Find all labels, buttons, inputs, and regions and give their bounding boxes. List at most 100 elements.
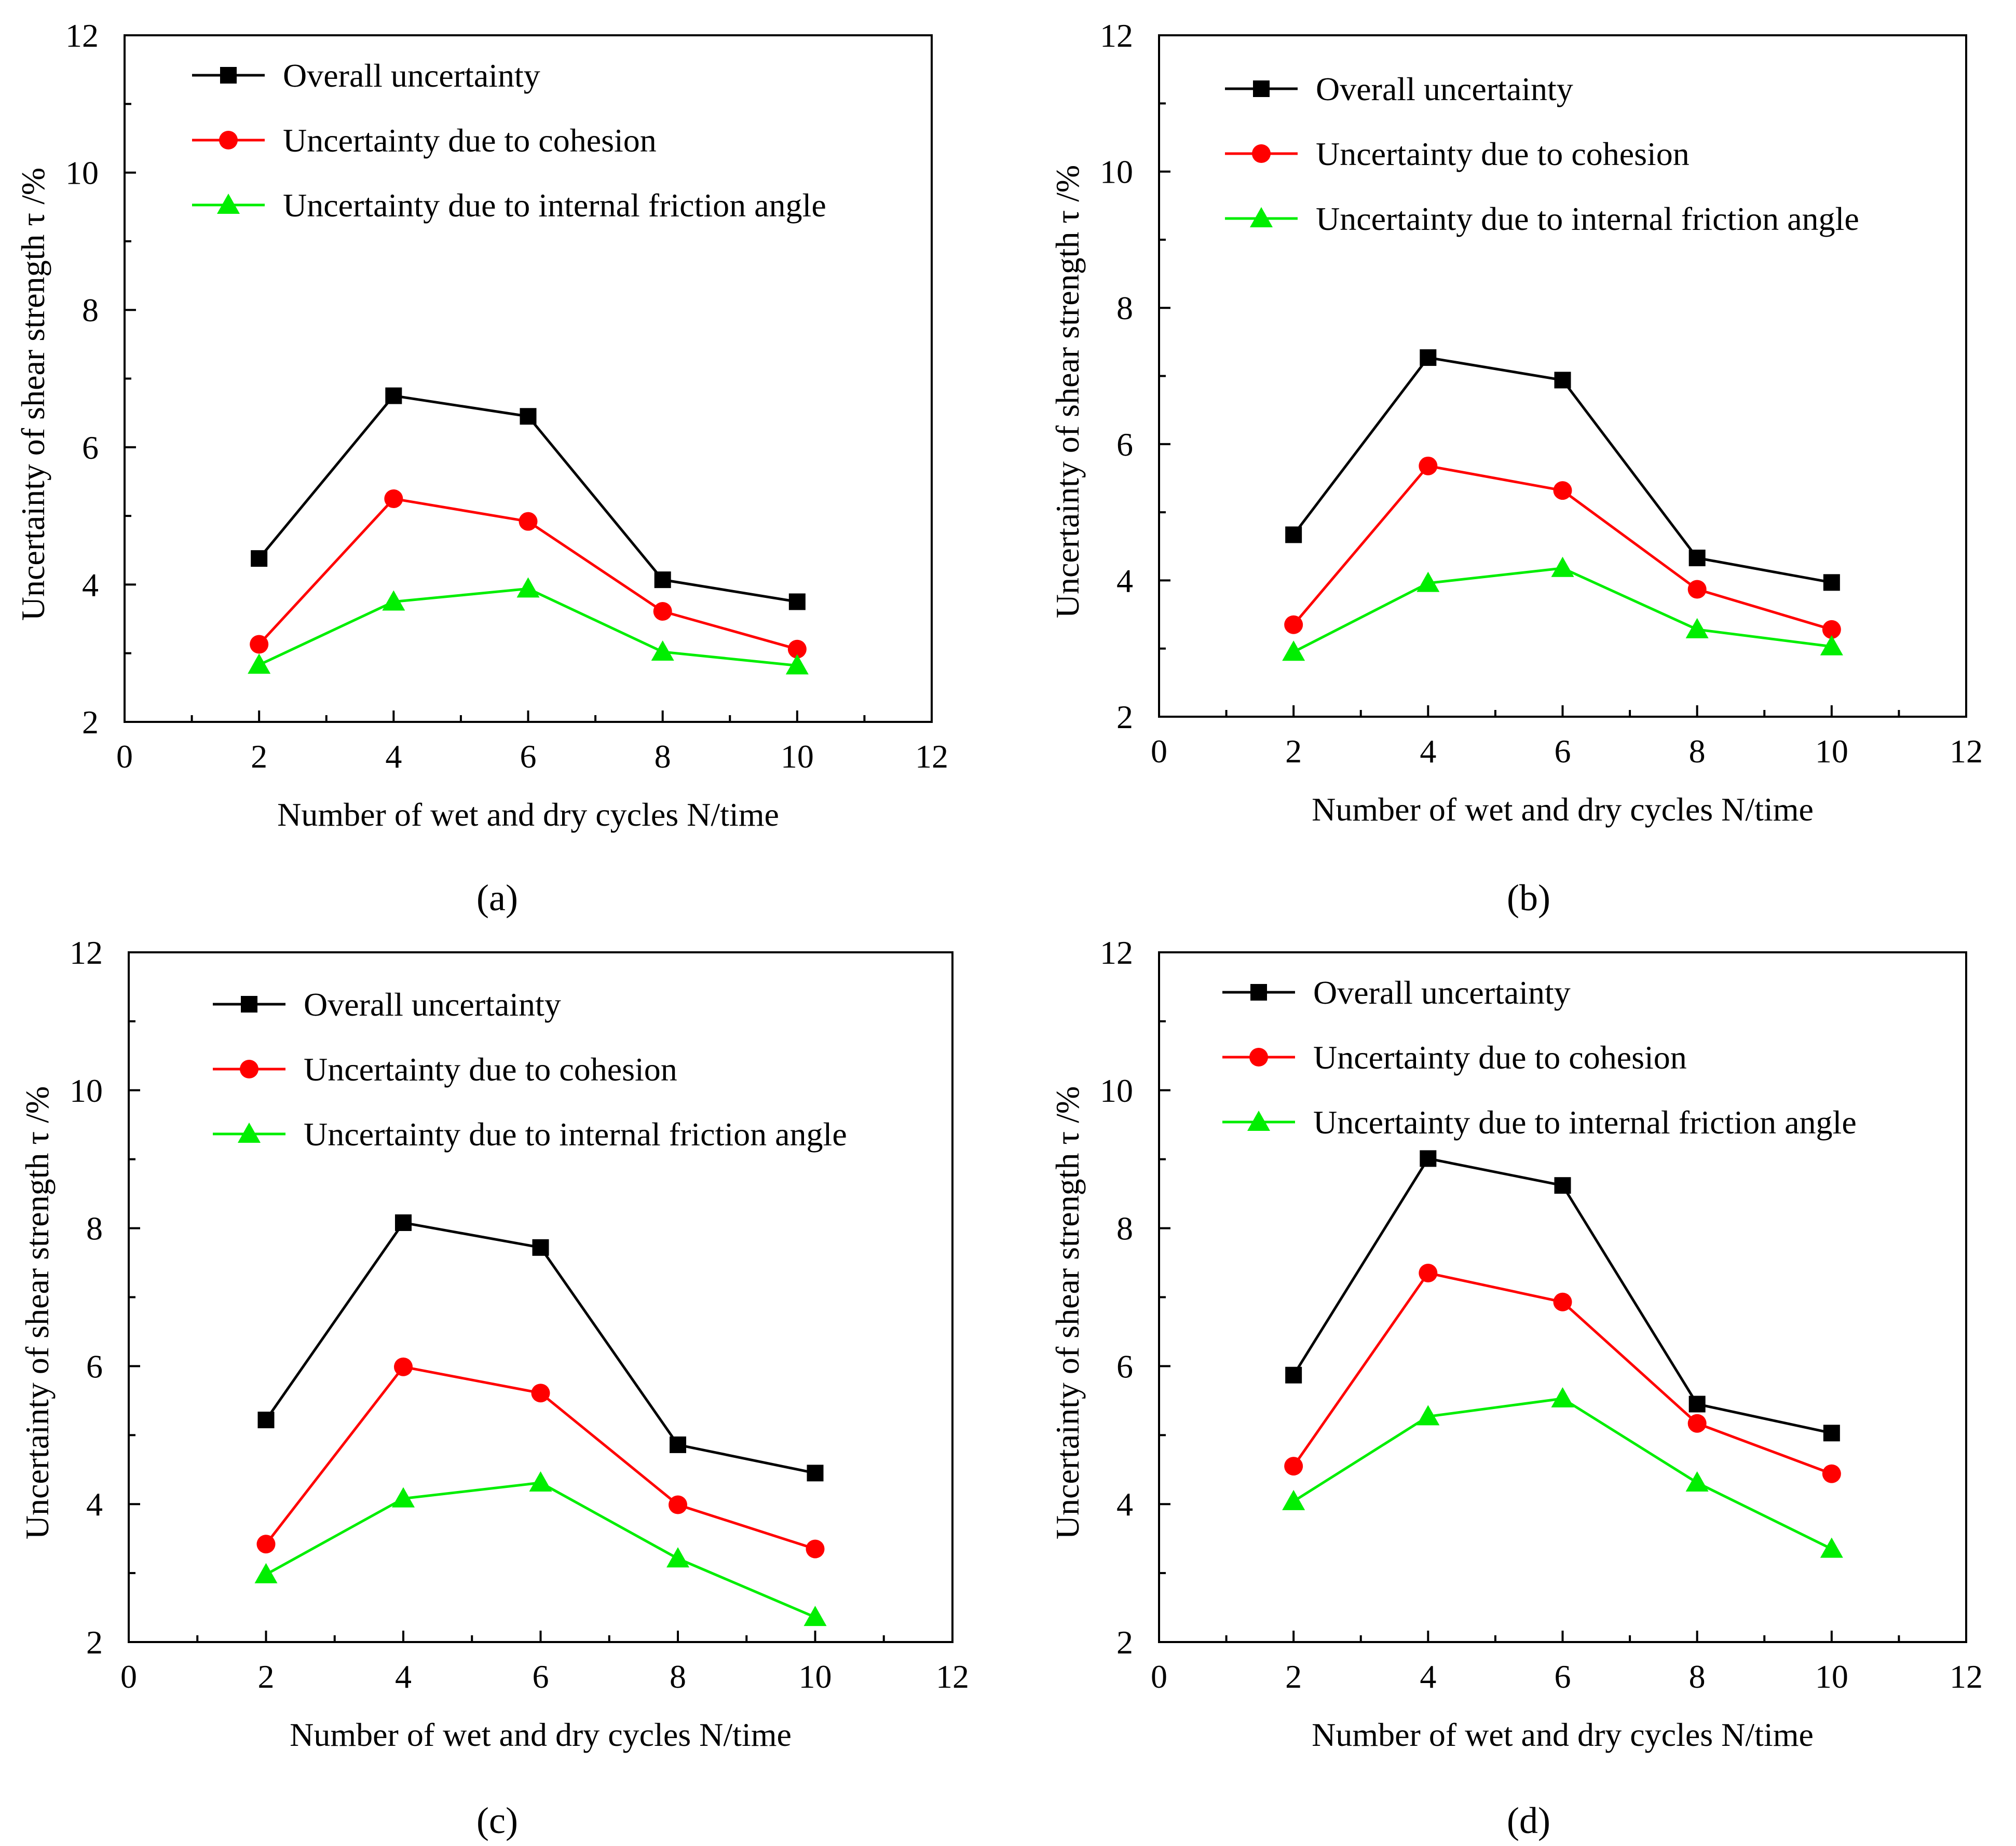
legend-marker bbox=[220, 67, 237, 84]
legend-item-overall: Overall uncertainty bbox=[192, 57, 540, 94]
legend-item-overall: Overall uncertainty bbox=[1222, 974, 1571, 1011]
data-point bbox=[806, 1539, 825, 1558]
y-tick-label: 10 bbox=[1100, 1072, 1133, 1109]
data-point bbox=[1553, 1292, 1572, 1311]
data-point bbox=[1420, 1150, 1437, 1167]
data-point bbox=[1282, 1489, 1305, 1510]
data-point bbox=[807, 1465, 824, 1482]
legend-marker bbox=[219, 131, 238, 149]
data-point bbox=[256, 1535, 276, 1554]
series-line bbox=[1293, 567, 1832, 653]
data-point bbox=[385, 387, 402, 404]
data-point bbox=[1688, 550, 1706, 567]
legend-label: Uncertainty due to cohesion bbox=[283, 122, 657, 159]
y-tick-label: 2 bbox=[82, 704, 99, 741]
y-tick-label: 12 bbox=[1100, 17, 1133, 54]
y-tick-label: 8 bbox=[82, 292, 99, 329]
x-tick-label: 2 bbox=[251, 738, 267, 775]
legend-label: Uncertainty due to cohesion bbox=[1316, 135, 1690, 172]
x-tick-label: 10 bbox=[1815, 1658, 1848, 1695]
series-friction bbox=[254, 1471, 827, 1626]
x-tick-label: 6 bbox=[1555, 1658, 1571, 1695]
x-tick-label: 12 bbox=[936, 1658, 969, 1695]
x-tick-label: 2 bbox=[1285, 1658, 1302, 1695]
data-point bbox=[1687, 1414, 1707, 1433]
panel-caption: (d) bbox=[1507, 1800, 1550, 1841]
series-friction bbox=[1282, 556, 1843, 661]
legend-label: Overall uncertainty bbox=[283, 57, 540, 94]
x-tick-label: 4 bbox=[1420, 733, 1436, 770]
data-point bbox=[384, 489, 403, 509]
data-point bbox=[1285, 1366, 1302, 1384]
x-tick-label: 10 bbox=[781, 738, 814, 775]
data-point bbox=[532, 1239, 549, 1256]
data-point bbox=[248, 653, 271, 674]
x-tick-label: 2 bbox=[1285, 733, 1302, 770]
y-tick-label: 8 bbox=[1116, 1210, 1133, 1247]
data-point bbox=[1551, 1387, 1574, 1407]
data-point bbox=[1823, 1425, 1840, 1442]
data-point bbox=[1820, 1537, 1843, 1558]
y-tick-label: 6 bbox=[1116, 1348, 1133, 1385]
y-tick-label: 4 bbox=[86, 1486, 103, 1523]
y-tick-label: 12 bbox=[65, 17, 99, 54]
legend-label: Uncertainty due to cohesion bbox=[304, 1051, 677, 1088]
series-line bbox=[258, 394, 798, 603]
legend-label: Uncertainty due to internal friction ang… bbox=[304, 1116, 847, 1153]
data-point bbox=[1416, 1405, 1440, 1426]
data-point bbox=[785, 654, 809, 675]
legend-marker bbox=[1249, 1048, 1268, 1066]
legend-item-friction: Uncertainty due to internal friction ang… bbox=[192, 187, 826, 224]
x-tick-label: 12 bbox=[915, 738, 948, 775]
data-point bbox=[803, 1606, 827, 1626]
data-point bbox=[787, 639, 807, 659]
x-tick-label: 6 bbox=[1555, 733, 1571, 770]
series-line bbox=[1292, 356, 1832, 584]
data-point bbox=[382, 590, 405, 611]
x-axis-title: Number of wet and dry cycles N/time bbox=[1312, 1716, 1814, 1753]
legend-marker bbox=[1252, 144, 1271, 163]
series-line bbox=[265, 1481, 816, 1619]
y-tick-label: 8 bbox=[86, 1210, 103, 1247]
series-friction bbox=[1282, 1387, 1843, 1558]
series-line bbox=[265, 1221, 816, 1474]
y-tick-label: 8 bbox=[1116, 290, 1133, 326]
panel-caption: (c) bbox=[476, 1800, 518, 1841]
legend-label: Overall uncertainty bbox=[304, 986, 561, 1023]
legend-item-cohesion: Uncertainty due to cohesion bbox=[1225, 135, 1690, 172]
data-point bbox=[1284, 615, 1303, 634]
legend-item-cohesion: Uncertainty due to cohesion bbox=[1222, 1039, 1687, 1076]
data-point bbox=[1553, 481, 1572, 500]
data-point bbox=[1551, 556, 1574, 577]
data-point bbox=[1554, 372, 1571, 389]
data-point bbox=[1688, 1396, 1706, 1413]
legend-marker bbox=[1250, 207, 1273, 227]
legend-marker bbox=[241, 996, 257, 1013]
series-cohesion bbox=[1284, 1263, 1841, 1483]
data-point bbox=[254, 1563, 278, 1583]
data-point bbox=[257, 1412, 275, 1429]
y-tick-label: 10 bbox=[1100, 154, 1133, 190]
series-overall bbox=[1285, 1150, 1840, 1442]
y-axis-title: Uncertainty of shear strength τ /% bbox=[15, 168, 51, 621]
data-point bbox=[1687, 580, 1707, 599]
y-tick-label: 6 bbox=[86, 1348, 103, 1385]
y-tick-label: 10 bbox=[70, 1072, 103, 1109]
x-tick-label: 0 bbox=[116, 738, 133, 775]
data-point bbox=[394, 1357, 413, 1376]
series-overall bbox=[257, 1214, 824, 1482]
series-overall bbox=[251, 387, 806, 610]
data-point bbox=[1820, 635, 1843, 655]
legend-label: Uncertainty due to internal friction ang… bbox=[283, 187, 826, 224]
legend-label: Overall uncertainty bbox=[1313, 974, 1571, 1011]
data-point bbox=[1685, 1471, 1709, 1492]
series-cohesion bbox=[1284, 456, 1841, 639]
x-tick-label: 4 bbox=[395, 1658, 412, 1695]
data-point bbox=[395, 1214, 412, 1231]
legend-item-overall: Overall uncertainty bbox=[1225, 71, 1573, 107]
y-tick-label: 2 bbox=[86, 1624, 103, 1661]
x-tick-label: 12 bbox=[1950, 733, 1983, 770]
legend-label: Uncertainty due to internal friction ang… bbox=[1316, 200, 1859, 237]
y-tick-label: 2 bbox=[1116, 1624, 1133, 1661]
